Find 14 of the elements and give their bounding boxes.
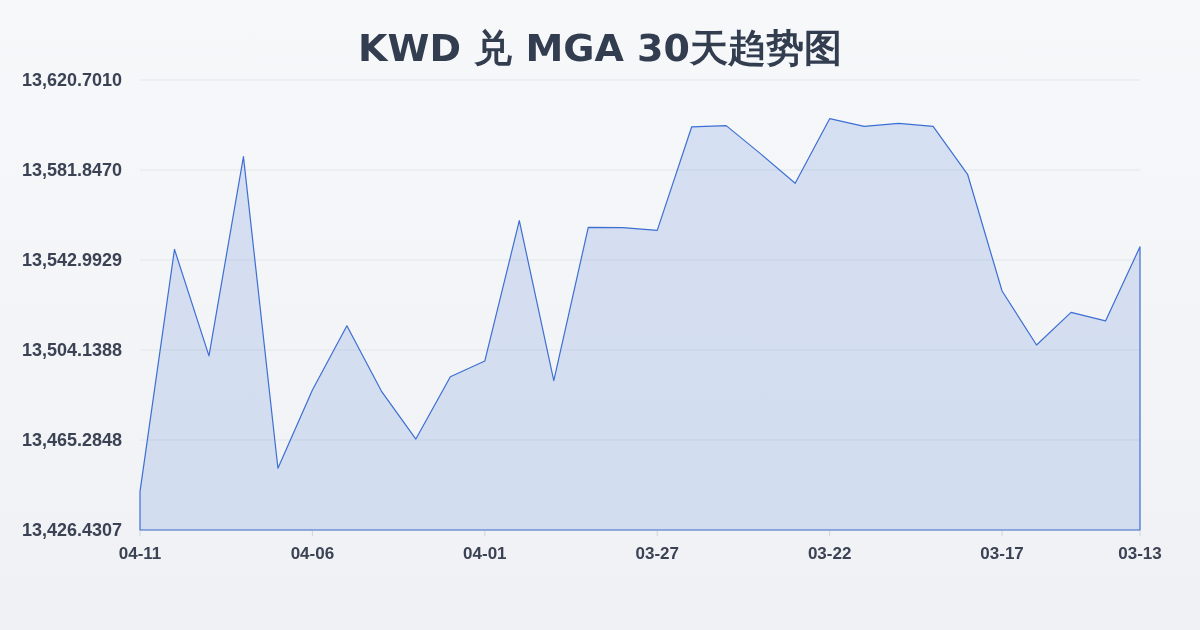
x-tick-label: 04-11 [118,544,162,563]
x-tick-label: 03-13 [1118,544,1162,563]
y-tick-label: 13,465.2848 [21,430,122,450]
y-tick-label: 13,620.7010 [21,70,122,90]
x-tick-label: 03-27 [635,544,679,563]
chart-title: KWD 兑 MGA 30天趋势图 [358,26,842,70]
x-tick-label: 04-06 [290,544,335,563]
x-tick-label: 04-01 [463,544,507,563]
y-tick-label: 13,581.8470 [21,160,122,180]
x-tick-label: 03-22 [807,544,852,563]
x-tick-label: 03-17 [980,544,1024,563]
y-tick-label: 13,542.9929 [21,250,122,270]
y-tick-label: 13,426.4307 [21,520,122,540]
y-tick-label: 13,504.1388 [21,340,122,360]
